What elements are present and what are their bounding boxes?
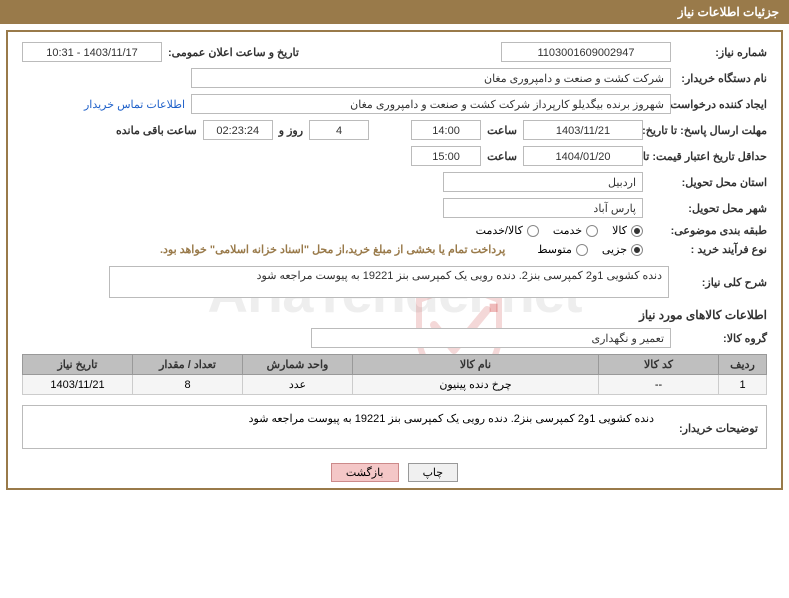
row-general-desc: شرح کلی نیاز: دنده کشویی 1و2 کمپرسی بنز2… [22, 266, 767, 298]
subject-radio-group: کالا خدمت کالا/خدمت [476, 224, 643, 237]
row-process: نوع فرآیند خرید : جزیی متوسط پرداخت تمام… [22, 243, 767, 256]
label-process: نوع فرآیند خرید : [649, 243, 767, 256]
th-unit: واحد شمارش [243, 355, 353, 375]
table-header-row: ردیف کد کالا نام کالا واحد شمارش تعداد /… [23, 355, 767, 375]
title-text: جزئیات اطلاعات نیاز [678, 5, 779, 19]
field-validity-date: 1404/01/20 [523, 146, 643, 166]
td-unit: عدد [243, 375, 353, 395]
table-row: 1 -- چرخ دنده پینیون عدد 8 1403/11/21 [23, 375, 767, 395]
label-requester: ایجاد کننده درخواست: [677, 98, 767, 111]
form-area: شماره نیاز: 1103001609002947 تاریخ و ساع… [8, 32, 781, 455]
radio-service[interactable]: خدمت [553, 224, 598, 237]
td-qty: 8 [133, 375, 243, 395]
label-subject-class: طبقه بندی موضوعی: [649, 224, 767, 237]
label-province: استان محل تحویل: [649, 176, 767, 189]
label-reply-deadline: مهلت ارسال پاسخ: تا تاریخ: [649, 124, 767, 137]
label-time-remaining: ساعت باقی مانده [116, 124, 197, 137]
buyer-contact-link[interactable]: اطلاعات تماس خریدار [84, 98, 185, 111]
radio-partial[interactable]: جزیی [602, 243, 643, 256]
field-city: پارس آباد [443, 198, 643, 218]
td-row: 1 [719, 375, 767, 395]
field-goods-group: تعمیر و نگهداری [311, 328, 671, 348]
radio-icon [631, 225, 643, 237]
field-requester: شهروز برنده بیگدیلو کارپرداز شرکت کشت و … [191, 94, 671, 114]
row-province: استان محل تحویل: اردبیل [22, 172, 767, 192]
row-reply-deadline: مهلت ارسال پاسخ: تا تاریخ: 1403/11/21 سا… [22, 120, 767, 140]
row-buyer-org: نام دستگاه خریدار: شرکت کشت و صنعت و دام… [22, 68, 767, 88]
goods-table: ردیف کد کالا نام کالا واحد شمارش تعداد /… [22, 354, 767, 395]
button-row: چاپ بازگشت [8, 463, 781, 482]
radio-icon [527, 225, 539, 237]
radio-icon [586, 225, 598, 237]
td-code: -- [599, 375, 719, 395]
label-days-and: روز و [279, 124, 303, 137]
back-button[interactable]: بازگشت [331, 463, 399, 482]
title-bar: جزئیات اطلاعات نیاز [0, 0, 789, 24]
field-announce-dt: 1403/11/17 - 10:31 [22, 42, 162, 62]
label-city: شهر محل تحویل: [649, 202, 767, 215]
row-goods-group: گروه کالا: تعمیر و نگهداری [22, 328, 767, 348]
label-goods-group: گروه کالا: [677, 332, 767, 345]
th-code: کد کالا [599, 355, 719, 375]
main-panel: AriaTender.net شماره نیاز: 1103001609002… [6, 30, 783, 490]
field-province: اردبیل [443, 172, 643, 192]
buyer-notes-box: توضیحات خریدار: دنده کشویی 1و2 کمپرسی بن… [22, 405, 767, 449]
radio-icon [631, 244, 643, 256]
field-countdown: 02:23:24 [203, 120, 273, 140]
field-days-left: 4 [309, 120, 369, 140]
row-requester: ایجاد کننده درخواست: شهروز برنده بیگدیلو… [22, 94, 767, 114]
row-subject-class: طبقه بندی موضوعی: کالا خدمت کالا/خدمت [22, 224, 767, 237]
th-need-date: تاریخ نیاز [23, 355, 133, 375]
field-reply-time: 14:00 [411, 120, 481, 140]
field-reply-date: 1403/11/21 [523, 120, 643, 140]
radio-medium[interactable]: متوسط [537, 243, 588, 256]
field-need-no: 1103001609002947 [501, 42, 671, 62]
label-time1: ساعت [487, 124, 517, 137]
radio-goods[interactable]: کالا [612, 224, 643, 237]
field-general-desc: دنده کشویی 1و2 کمپرسی بنز2. دنده رویی یک… [109, 266, 669, 298]
label-time2: ساعت [487, 150, 517, 163]
goods-info-title: اطلاعات کالاهای مورد نیاز [22, 308, 767, 322]
label-general-desc: شرح کلی نیاز: [677, 276, 767, 289]
field-validity-time: 15:00 [411, 146, 481, 166]
label-validity: حداقل تاریخ اعتبار قیمت: تا تاریخ: [649, 150, 767, 163]
radio-both[interactable]: کالا/خدمت [476, 224, 539, 237]
th-name: نام کالا [353, 355, 599, 375]
payment-note: پرداخت تمام یا بخشی از مبلغ خرید،از محل … [160, 243, 505, 256]
field-buyer-org: شرکت کشت و صنعت و دامپروری مغان [191, 68, 671, 88]
radio-icon [576, 244, 588, 256]
label-buyer-org: نام دستگاه خریدار: [677, 72, 767, 85]
label-need-no: شماره نیاز: [677, 46, 767, 59]
row-city: شهر محل تحویل: پارس آباد [22, 198, 767, 218]
row-need-number: شماره نیاز: 1103001609002947 تاریخ و ساع… [22, 42, 767, 62]
print-button[interactable]: چاپ [408, 463, 459, 482]
row-validity: حداقل تاریخ اعتبار قیمت: تا تاریخ: 1404/… [22, 146, 767, 166]
td-need-date: 1403/11/21 [23, 375, 133, 395]
buyer-notes-text: دنده کشویی 1و2 کمپرسی بنز2. دنده رویی یک… [31, 410, 658, 427]
th-row: ردیف [719, 355, 767, 375]
label-announce-dt: تاریخ و ساعت اعلان عمومی: [168, 46, 299, 59]
th-qty: تعداد / مقدار [133, 355, 243, 375]
label-buyer-notes: توضیحات خریدار: [668, 410, 758, 435]
process-radio-group: جزیی متوسط [537, 243, 643, 256]
td-name: چرخ دنده پینیون [353, 375, 599, 395]
